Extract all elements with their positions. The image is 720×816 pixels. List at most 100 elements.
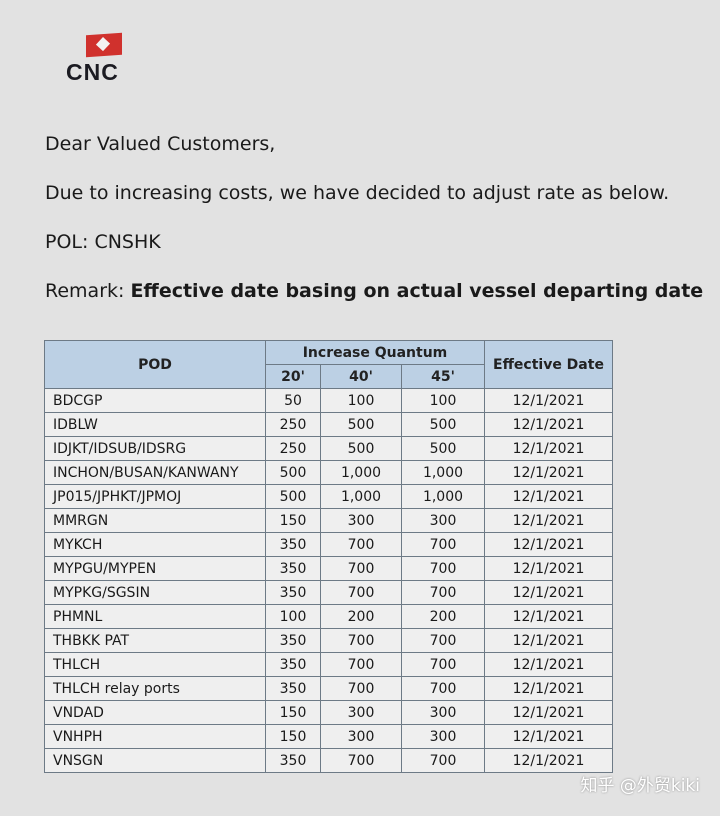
cell-effective-date: 12/1/2021 (484, 724, 613, 749)
cell-rate-40: 700 (320, 748, 402, 773)
remark-label: Remark: (45, 280, 125, 302)
remark: Remark: Effective date basing on actual … (45, 280, 703, 302)
table-row: MYPGU/MYPEN 350 700 700 12/1/2021 (44, 556, 613, 581)
cell-rate-40: 1,000 (320, 460, 402, 485)
table-row: MYKCH 350 700 700 12/1/2021 (44, 532, 613, 557)
cell-pod: MYKCH (44, 532, 266, 557)
cell-rate-45: 200 (401, 604, 485, 629)
cell-pod: PHMNL (44, 604, 266, 629)
header-40: 40' (320, 364, 402, 389)
cell-pod: IDBLW (44, 412, 266, 437)
cell-rate-20: 500 (265, 460, 321, 485)
cell-pod: INCHON/BUSAN/KANWANY (44, 460, 266, 485)
cell-effective-date: 12/1/2021 (484, 556, 613, 581)
header-pod: POD (44, 340, 266, 389)
cell-rate-45: 300 (401, 724, 485, 749)
table-row: INCHON/BUSAN/KANWANY 500 1,000 1,000 12/1/20… (44, 460, 613, 485)
cell-rate-40: 700 (320, 628, 402, 653)
greeting: Dear Valued Customers, (45, 133, 276, 155)
cell-rate-40: 700 (320, 556, 402, 581)
cell-rate-20: 350 (265, 532, 321, 557)
cell-rate-20: 150 (265, 508, 321, 533)
cell-pod: VNHPH (44, 724, 266, 749)
cell-rate-20: 350 (265, 652, 321, 677)
cell-rate-20: 350 (265, 628, 321, 653)
table-row: THBKK PAT 350 700 700 12/1/2021 (44, 628, 613, 653)
table-row: VNHPH 150 300 300 12/1/2021 (44, 724, 613, 749)
cell-rate-45: 500 (401, 412, 485, 437)
table-row: PHMNL 100 200 200 12/1/2021 (44, 604, 613, 629)
cell-effective-date: 12/1/2021 (484, 676, 613, 701)
cell-rate-20: 250 (265, 436, 321, 461)
table-row: BDCGP 50 100 100 12/1/2021 (44, 388, 613, 413)
cell-rate-40: 300 (320, 700, 402, 725)
cell-effective-date: 12/1/2021 (484, 628, 613, 653)
cell-rate-45: 300 (401, 700, 485, 725)
cell-rate-20: 150 (265, 724, 321, 749)
cell-rate-40: 700 (320, 676, 402, 701)
watermark: 知乎 @外贸kiki (580, 776, 700, 796)
cell-pod: THLCH (44, 652, 266, 677)
cell-effective-date: 12/1/2021 (484, 700, 613, 725)
cell-rate-45: 700 (401, 748, 485, 773)
cell-rate-20: 350 (265, 580, 321, 605)
rate-table: POD Increase Quantum Effective Date 20' … (44, 340, 613, 773)
cell-pod: MYPKG/SGSIN (44, 580, 266, 605)
cell-effective-date: 12/1/2021 (484, 748, 613, 773)
table-row: THLCH relay ports 350 700 700 12/1/2021 (44, 676, 613, 701)
cell-rate-40: 300 (320, 724, 402, 749)
cell-rate-45: 100 (401, 388, 485, 413)
cell-effective-date: 12/1/2021 (484, 412, 613, 437)
header-effective-date: Effective Date (484, 340, 613, 389)
cell-rate-20: 100 (265, 604, 321, 629)
header-45: 45' (401, 364, 485, 389)
cell-rate-45: 700 (401, 580, 485, 605)
cell-rate-45: 700 (401, 676, 485, 701)
cell-rate-45: 1,000 (401, 484, 485, 509)
cell-pod: THLCH relay ports (44, 676, 266, 701)
cell-effective-date: 12/1/2021 (484, 508, 613, 533)
cell-rate-20: 500 (265, 484, 321, 509)
cell-rate-40: 1,000 (320, 484, 402, 509)
logo-text: CNC (66, 59, 119, 85)
cell-rate-45: 700 (401, 556, 485, 581)
cell-rate-45: 500 (401, 436, 485, 461)
cell-rate-20: 50 (265, 388, 321, 413)
cell-rate-40: 700 (320, 580, 402, 605)
table-row: MYPKG/SGSIN 350 700 700 12/1/2021 (44, 580, 613, 605)
cell-effective-date: 12/1/2021 (484, 652, 613, 677)
cell-rate-45: 1,000 (401, 460, 485, 485)
cell-pod: JP015/JPHKT/JPMOJ (44, 484, 266, 509)
cell-rate-40: 500 (320, 412, 402, 437)
cell-rate-45: 700 (401, 532, 485, 557)
cell-rate-20: 350 (265, 748, 321, 773)
cell-rate-45: 700 (401, 628, 485, 653)
cell-pod: THBKK PAT (44, 628, 266, 653)
flag-icon (86, 32, 122, 58)
cell-effective-date: 12/1/2021 (484, 484, 613, 509)
cell-effective-date: 12/1/2021 (484, 604, 613, 629)
table-row: THLCH 350 700 700 12/1/2021 (44, 652, 613, 677)
table-row: MMRGN 150 300 300 12/1/2021 (44, 508, 613, 533)
cell-pod: BDCGP (44, 388, 266, 413)
cell-rate-40: 500 (320, 436, 402, 461)
cell-effective-date: 12/1/2021 (484, 460, 613, 485)
cell-rate-20: 150 (265, 700, 321, 725)
cnc-logo: CNC (66, 32, 146, 85)
cell-rate-20: 350 (265, 676, 321, 701)
pol-text: POL: CNSHK (45, 231, 161, 253)
header-20: 20' (265, 364, 321, 389)
cell-rate-20: 350 (265, 556, 321, 581)
cell-rate-45: 300 (401, 508, 485, 533)
cell-effective-date: 12/1/2021 (484, 580, 613, 605)
cell-effective-date: 12/1/2021 (484, 436, 613, 461)
table-row: IDJKT/IDSUB/IDSRG 250 500 500 12/1/2021 (44, 436, 613, 461)
cell-pod: VNSGN (44, 748, 266, 773)
cell-pod: MMRGN (44, 508, 266, 533)
cell-effective-date: 12/1/2021 (484, 388, 613, 413)
cell-effective-date: 12/1/2021 (484, 532, 613, 557)
table-row: VNDAD 150 300 300 12/1/2021 (44, 700, 613, 725)
cell-rate-45: 700 (401, 652, 485, 677)
intro-text: Due to increasing costs, we have decided… (45, 182, 670, 204)
cell-rate-40: 100 (320, 388, 402, 413)
